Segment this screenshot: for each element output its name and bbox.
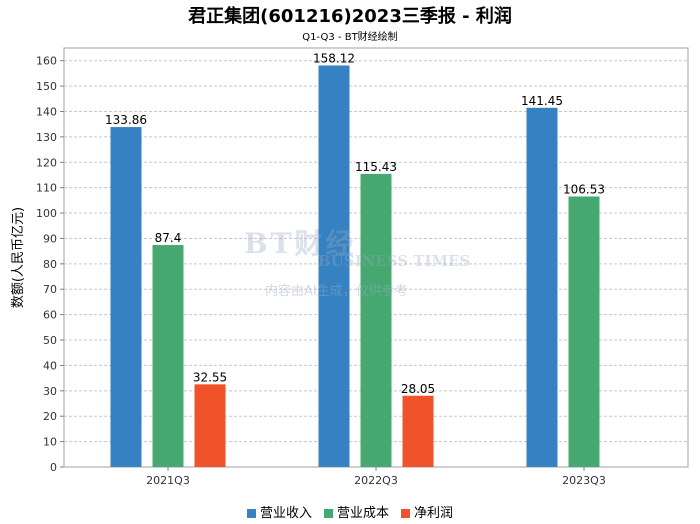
y-tick-label: 30: [43, 385, 57, 398]
bar-净利润: [194, 384, 226, 467]
y-tick-label: 70: [43, 283, 57, 296]
y-tick-label: 130: [36, 131, 57, 144]
y-tick-label: 10: [43, 436, 57, 449]
bar-营业收入: [526, 107, 558, 467]
chart-legend: 营业收入 营业成本 净利润: [0, 502, 700, 521]
chart-subtitle: Q1-Q3 - BT财经绘制: [302, 32, 398, 43]
data-label: 32.55: [193, 370, 227, 384]
y-tick-label: 0: [50, 461, 57, 474]
legend-swatch: [323, 509, 333, 518]
y-tick-label: 110: [36, 182, 57, 195]
bar-营业收入: [110, 127, 142, 468]
y-tick-label: 40: [43, 359, 57, 372]
bar-营业成本: [568, 196, 600, 467]
y-tick-label: 140: [36, 105, 57, 118]
y-tick-label: 160: [36, 55, 57, 68]
x-tick-label: 2022Q3: [354, 474, 398, 487]
legend-label: 营业成本: [336, 506, 389, 521]
bar-chart: 0 10 20 30 40 50 60 70 80 90 100 110 120 130 140 150 160…: [11, 47, 689, 487]
bar-净利润: [402, 395, 434, 467]
y-tick-label: 80: [43, 258, 57, 271]
data-label: 115.43: [355, 160, 397, 174]
chart-title: 君正集团(601216)2023三季报 - 利润: [188, 6, 512, 27]
legend-item: 营业成本: [323, 502, 389, 521]
data-label: 87.4: [155, 231, 182, 245]
legend-item: 营业收入: [246, 502, 312, 521]
y-axis-label: 数额(人民币亿元): [11, 207, 26, 308]
legend-swatch: [246, 509, 256, 518]
data-label: 106.53: [563, 182, 605, 196]
watermark-note: 内容由AI生成，仅供参考: [265, 284, 408, 299]
y-tick-label: 60: [43, 309, 57, 322]
y-tick-label: 90: [43, 232, 57, 245]
y-tick-label: 20: [43, 410, 57, 423]
data-label: 28.05: [401, 382, 435, 396]
legend-swatch: [401, 509, 410, 518]
data-label: 141.45: [521, 94, 563, 108]
x-tick-label: 2021Q3: [146, 474, 190, 487]
watermark-brand: BT财经: [244, 227, 357, 260]
y-tick-label: 120: [36, 156, 57, 169]
bar-营业成本: [360, 173, 392, 468]
bar-营业收入: [318, 65, 350, 467]
legend-item: 净利润: [401, 502, 453, 521]
legend-label: 净利润: [414, 506, 454, 521]
y-tick-label: 50: [43, 334, 57, 347]
bar-营业成本: [152, 245, 184, 467]
data-label: 133.86: [105, 113, 147, 127]
y-tick-label: 100: [36, 207, 57, 220]
legend-label: 营业收入: [259, 506, 312, 521]
x-tick-label: 2023Q3: [562, 474, 606, 487]
data-label: 158.12: [313, 51, 355, 65]
y-tick-label: 150: [36, 80, 57, 93]
watermark-brand-en: BUSINESS TIMES: [318, 252, 471, 270]
